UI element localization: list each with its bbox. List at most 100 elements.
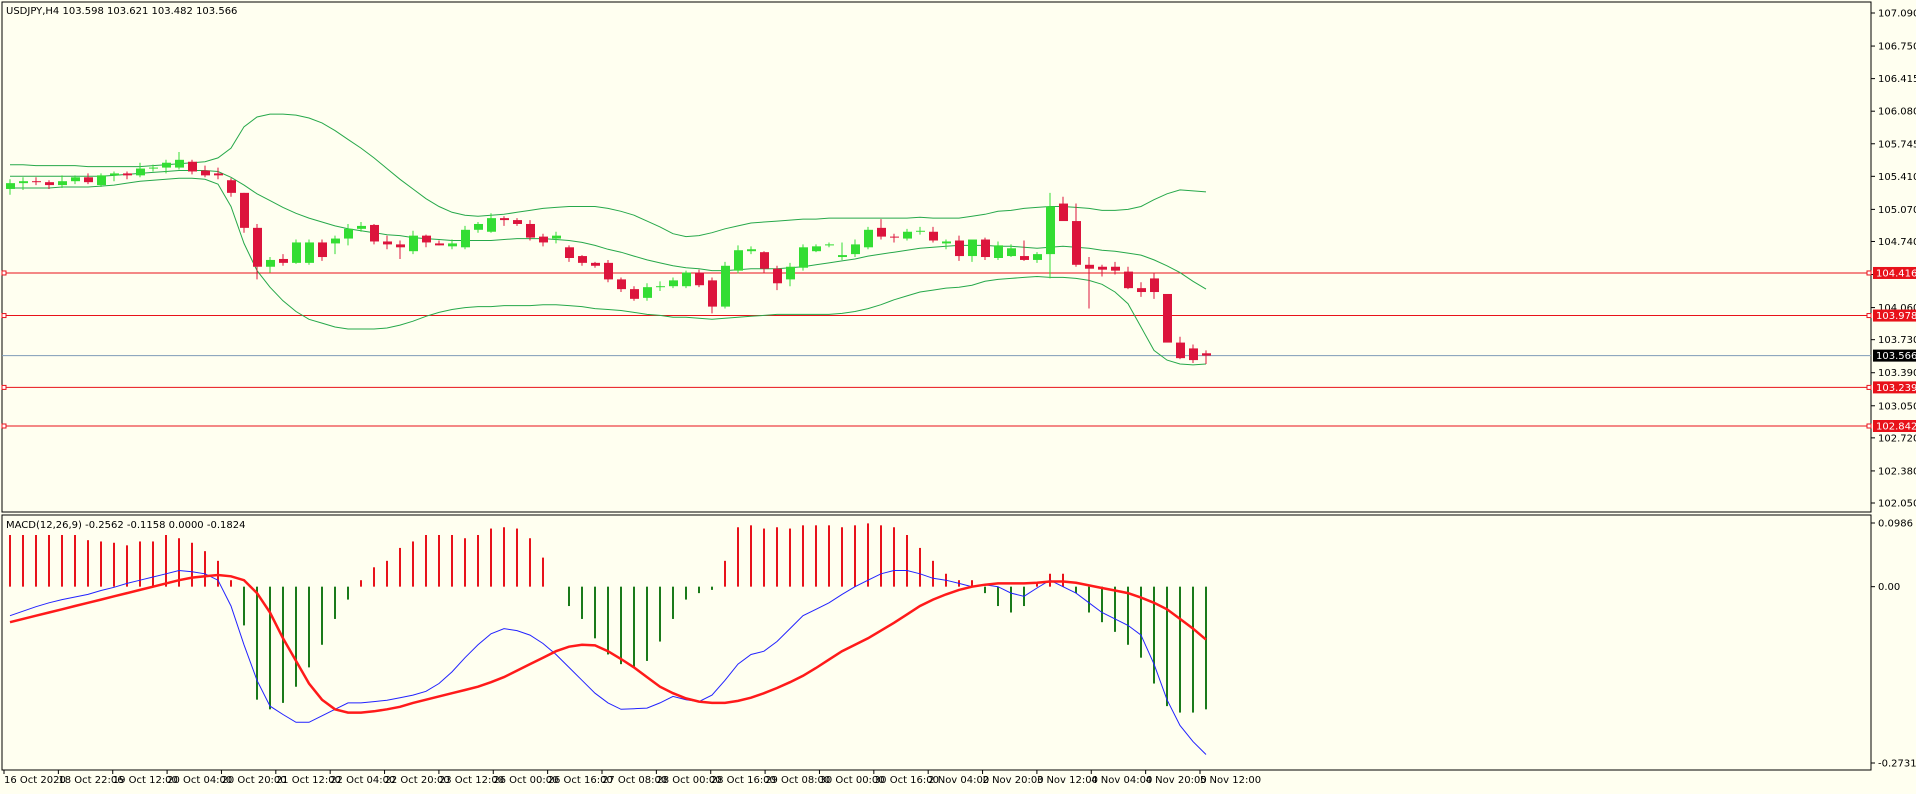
candle-body [136, 168, 145, 176]
candle-body [123, 173, 132, 176]
candle-body [84, 177, 93, 183]
candle-body [344, 228, 353, 239]
candle-body [955, 240, 964, 257]
candle-body [227, 180, 236, 193]
time-tick-label: 3 Nov 12:00 [1037, 775, 1098, 786]
candle-body [292, 242, 301, 263]
candle-body [864, 229, 873, 248]
candle-body [669, 280, 678, 287]
candle-body [812, 246, 821, 252]
candle-body [1098, 266, 1107, 270]
candle-body [630, 289, 639, 299]
candle-body [903, 231, 912, 239]
candle-body [968, 239, 977, 257]
candle-body [240, 192, 249, 228]
level-handle[interactable] [1866, 313, 1872, 319]
candle-body [58, 181, 67, 186]
candle-body [825, 244, 834, 246]
time-tick-label: 28 Oct 16:00 [711, 775, 776, 786]
candle-body [45, 182, 54, 186]
candle-body [773, 268, 782, 284]
candle-body [890, 236, 899, 238]
macd-tick-label: 0.0986 [1878, 519, 1913, 530]
candle-body [721, 265, 730, 307]
price-tick-label: 102.050 [1878, 499, 1916, 510]
candle-body [916, 230, 925, 232]
level-handle[interactable] [1, 384, 7, 390]
time-tick-label: 26 Oct 16:00 [548, 775, 613, 786]
level-handle[interactable] [1, 313, 7, 319]
candle-body [747, 249, 756, 252]
macd-tick-label: 0.00 [1878, 582, 1900, 593]
macd-axis: 0.0986 0.00 -0.2731 [1871, 519, 1916, 770]
candle-body [396, 244, 405, 248]
symbol-header: USDJPY,H4 103.598 103.621 103.482 103.56… [6, 6, 237, 17]
price-tick-label: 106.415 [1878, 74, 1916, 85]
candle-body [734, 250, 743, 271]
current-price-tag [1873, 349, 1916, 362]
price-tick-label: 103.730 [1878, 335, 1916, 346]
bollinger-upper [10, 113, 1207, 238]
level-handle[interactable] [1, 423, 7, 429]
price-tick-label: 107.090 [1878, 9, 1916, 20]
candle-body [357, 225, 366, 229]
candle-body [981, 239, 990, 258]
candle-body [266, 259, 275, 267]
candle-body [175, 159, 184, 168]
price-tick-label: 104.740 [1878, 237, 1916, 248]
time-tick-label: 26 Oct 00:00 [493, 775, 558, 786]
price-tick-label: 104.060 [1878, 303, 1916, 314]
candle-body [695, 272, 704, 286]
candle-body [539, 236, 548, 243]
level-handle[interactable] [1, 270, 7, 276]
price-tick-label: 102.720 [1878, 433, 1916, 444]
level-price-tag [1873, 420, 1916, 432]
candle-body [6, 183, 15, 189]
level-price-tag [1873, 309, 1916, 322]
candle-body [1137, 288, 1146, 293]
candle-body [682, 272, 691, 287]
candle-body [786, 266, 795, 280]
candle-body [604, 262, 613, 280]
time-tick-label: 4 Nov 04:00 [1091, 775, 1152, 786]
price-tick-label: 106.750 [1878, 42, 1916, 53]
candle-body [643, 287, 652, 298]
candle-body [1176, 342, 1185, 359]
level-price-label: 103.239 [1876, 383, 1916, 394]
level-price-label: 104.416 [1876, 268, 1916, 279]
current-price-label: 103.566 [1876, 351, 1916, 362]
candle-body [526, 223, 535, 238]
macd-panel-frame [1, 514, 1872, 771]
candle-body [149, 167, 158, 169]
candle-body [838, 255, 847, 258]
candle-body [461, 229, 470, 248]
price-tick-label: 103.390 [1878, 368, 1916, 379]
candle-body [1033, 254, 1042, 260]
time-tick-label: 18 Oct 22:06 [58, 775, 123, 786]
candle-body [929, 231, 938, 241]
candle-body [799, 247, 808, 268]
candle-body [487, 218, 496, 232]
time-tick-label: 27 Oct 08:00 [602, 775, 667, 786]
candle-body [1059, 203, 1068, 222]
price-tick-label: 105.070 [1878, 205, 1916, 216]
level-handle[interactable] [1866, 270, 1872, 276]
level-handle[interactable] [1866, 423, 1872, 429]
time-tick-label: 19 Oct 12:00 [113, 775, 178, 786]
price-axis: 107.090 106.750 106.415 106.080 105.745 105.4… [1871, 9, 1916, 510]
candle-body [331, 238, 340, 244]
candle-body [552, 235, 561, 239]
time-tick-label: 4 Nov 20:00 [1146, 775, 1207, 786]
candle-body [448, 243, 457, 247]
level-handle[interactable] [1866, 384, 1872, 390]
macd-histogram [9, 523, 1207, 713]
candle-body [708, 280, 717, 307]
candle-body [513, 220, 522, 224]
candle-body [305, 242, 314, 263]
level-price-tag [1873, 266, 1916, 279]
candle-body [32, 181, 41, 183]
time-tick-label: 29 Oct 08:00 [765, 775, 830, 786]
